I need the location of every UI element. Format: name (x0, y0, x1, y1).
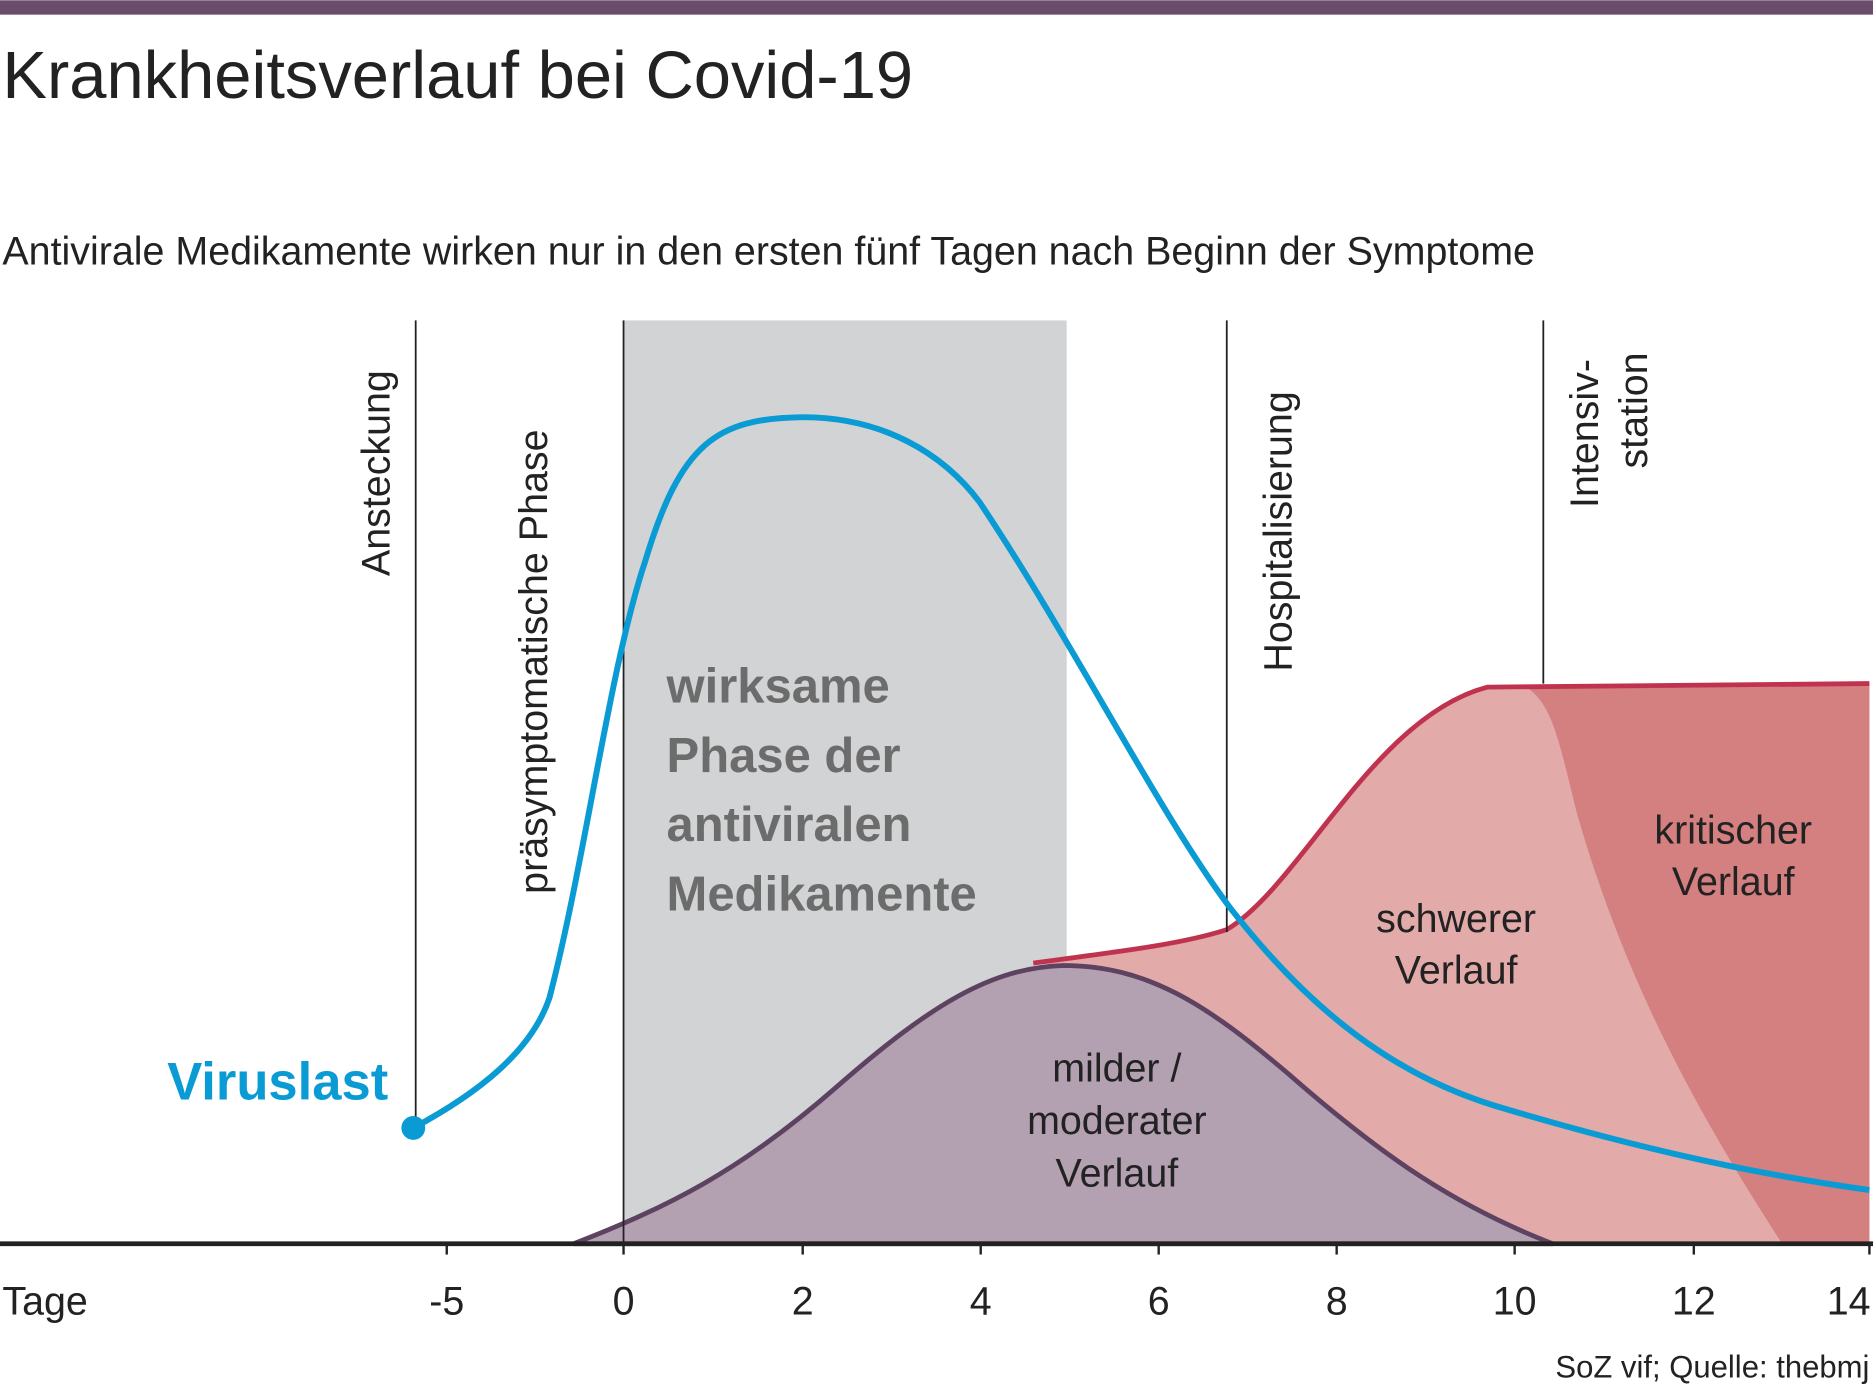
phase-label: Intensiv- (1563, 359, 1607, 508)
x-tick-label: 2 (792, 1279, 814, 1323)
x-tick-label: 4 (970, 1279, 992, 1323)
title: Krankheitsverlauf bei Covid-19 (2, 38, 913, 113)
x-axis-label: Tage (2, 1279, 87, 1323)
course-label: Verlauf (1672, 860, 1795, 904)
critical-area (1526, 683, 1870, 1244)
viral-load-label: Viruslast (167, 1052, 388, 1111)
course-label: schwerer (1376, 897, 1536, 941)
x-tick-label: 10 (1493, 1279, 1537, 1323)
course-labels: milder / moderater Verlauf schwerer Verlauf k… (1027, 809, 1812, 1196)
x-tick-label: 12 (1672, 1279, 1716, 1323)
x-ticks: -5 0 2 4 6 8 10 12 14 (429, 1243, 1871, 1323)
course-label: Verlauf (1395, 948, 1518, 992)
mild-area (572, 963, 1554, 1247)
x-tick-label: -5 (429, 1279, 464, 1323)
window-label-line: wirksame (666, 660, 890, 714)
severe-outline (1032, 681, 1870, 966)
x-tick-label: 0 (613, 1279, 635, 1323)
phase-lines (414, 320, 1545, 1244)
subtitle: Antivirale Medikamente wirken nur in den… (2, 229, 1535, 273)
window-label: wirksame Phase der antiviralen Medikamente (666, 660, 977, 922)
source: SoZ vif; Quelle: thebmj (1555, 1350, 1869, 1385)
viral-load-curve (411, 414, 1870, 1194)
x-tick-label: 14 (1827, 1279, 1871, 1323)
phase-label: präsymptomatische Phase (512, 429, 556, 893)
phase-label: Hospitalisierung (1256, 391, 1300, 671)
course-label: moderater (1027, 1099, 1207, 1143)
phase-label: station (1612, 352, 1656, 468)
window-label-line: Phase der (667, 729, 901, 783)
top-bar (0, 0, 1873, 15)
x-tick-label: 6 (1148, 1279, 1170, 1323)
window-label-line: antiviralen (667, 798, 912, 852)
window-label-line: Medikamente (667, 868, 977, 922)
course-label: Verlauf (1056, 1151, 1179, 1195)
infection-dot (401, 1115, 426, 1140)
course-label: kritischer (1654, 809, 1812, 853)
phase-label: Ansteckung (354, 370, 398, 576)
x-tick-label: 8 (1326, 1279, 1348, 1323)
course-label: milder / (1052, 1046, 1181, 1090)
